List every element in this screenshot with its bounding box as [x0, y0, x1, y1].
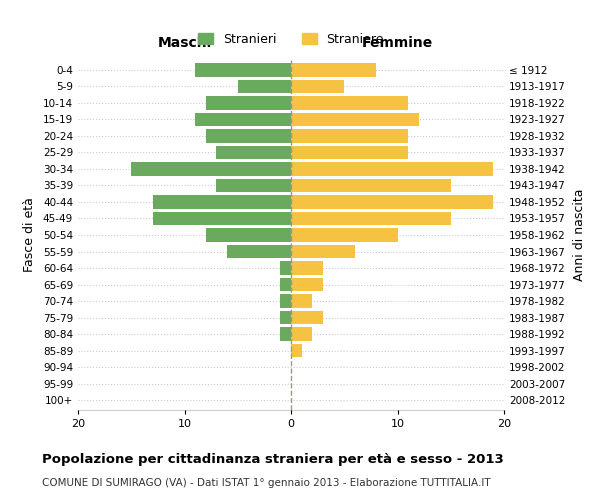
Y-axis label: Fasce di età: Fasce di età	[23, 198, 36, 272]
Bar	[217, 179, 291, 192]
Y-axis label: Anni di nascita: Anni di nascita	[572, 188, 586, 281]
Bar	[291, 262, 323, 274]
Bar	[131, 162, 291, 175]
Bar	[195, 113, 291, 126]
Bar	[291, 162, 493, 175]
Bar	[291, 278, 323, 291]
Bar	[280, 311, 291, 324]
Bar	[152, 196, 291, 208]
Bar	[291, 146, 408, 159]
Bar	[238, 80, 291, 93]
Bar	[291, 294, 313, 308]
Bar	[291, 113, 419, 126]
Bar	[217, 146, 291, 159]
Text: Femmine: Femmine	[362, 36, 433, 50]
Bar	[291, 64, 376, 76]
Bar	[291, 179, 451, 192]
Bar	[227, 245, 291, 258]
Bar	[291, 311, 323, 324]
Bar	[280, 294, 291, 308]
Bar	[291, 344, 302, 357]
Bar	[206, 130, 291, 142]
Bar	[152, 212, 291, 225]
Bar	[291, 228, 398, 241]
Bar	[291, 196, 493, 208]
Bar	[280, 328, 291, 340]
Text: Maschi: Maschi	[157, 36, 212, 50]
Bar	[291, 245, 355, 258]
Bar	[280, 262, 291, 274]
Bar	[195, 64, 291, 76]
Bar	[291, 328, 313, 340]
Bar	[280, 278, 291, 291]
Text: COMUNE DI SUMIRAGO (VA) - Dati ISTAT 1° gennaio 2013 - Elaborazione TUTTITALIA.I: COMUNE DI SUMIRAGO (VA) - Dati ISTAT 1° …	[42, 478, 491, 488]
Bar	[206, 96, 291, 110]
Text: Popolazione per cittadinanza straniera per età e sesso - 2013: Popolazione per cittadinanza straniera p…	[42, 452, 504, 466]
Bar	[291, 80, 344, 93]
Legend: Stranieri, Straniere: Stranieri, Straniere	[193, 28, 389, 50]
Bar	[291, 130, 408, 142]
Bar	[291, 96, 408, 110]
Bar	[291, 212, 451, 225]
Bar	[206, 228, 291, 241]
